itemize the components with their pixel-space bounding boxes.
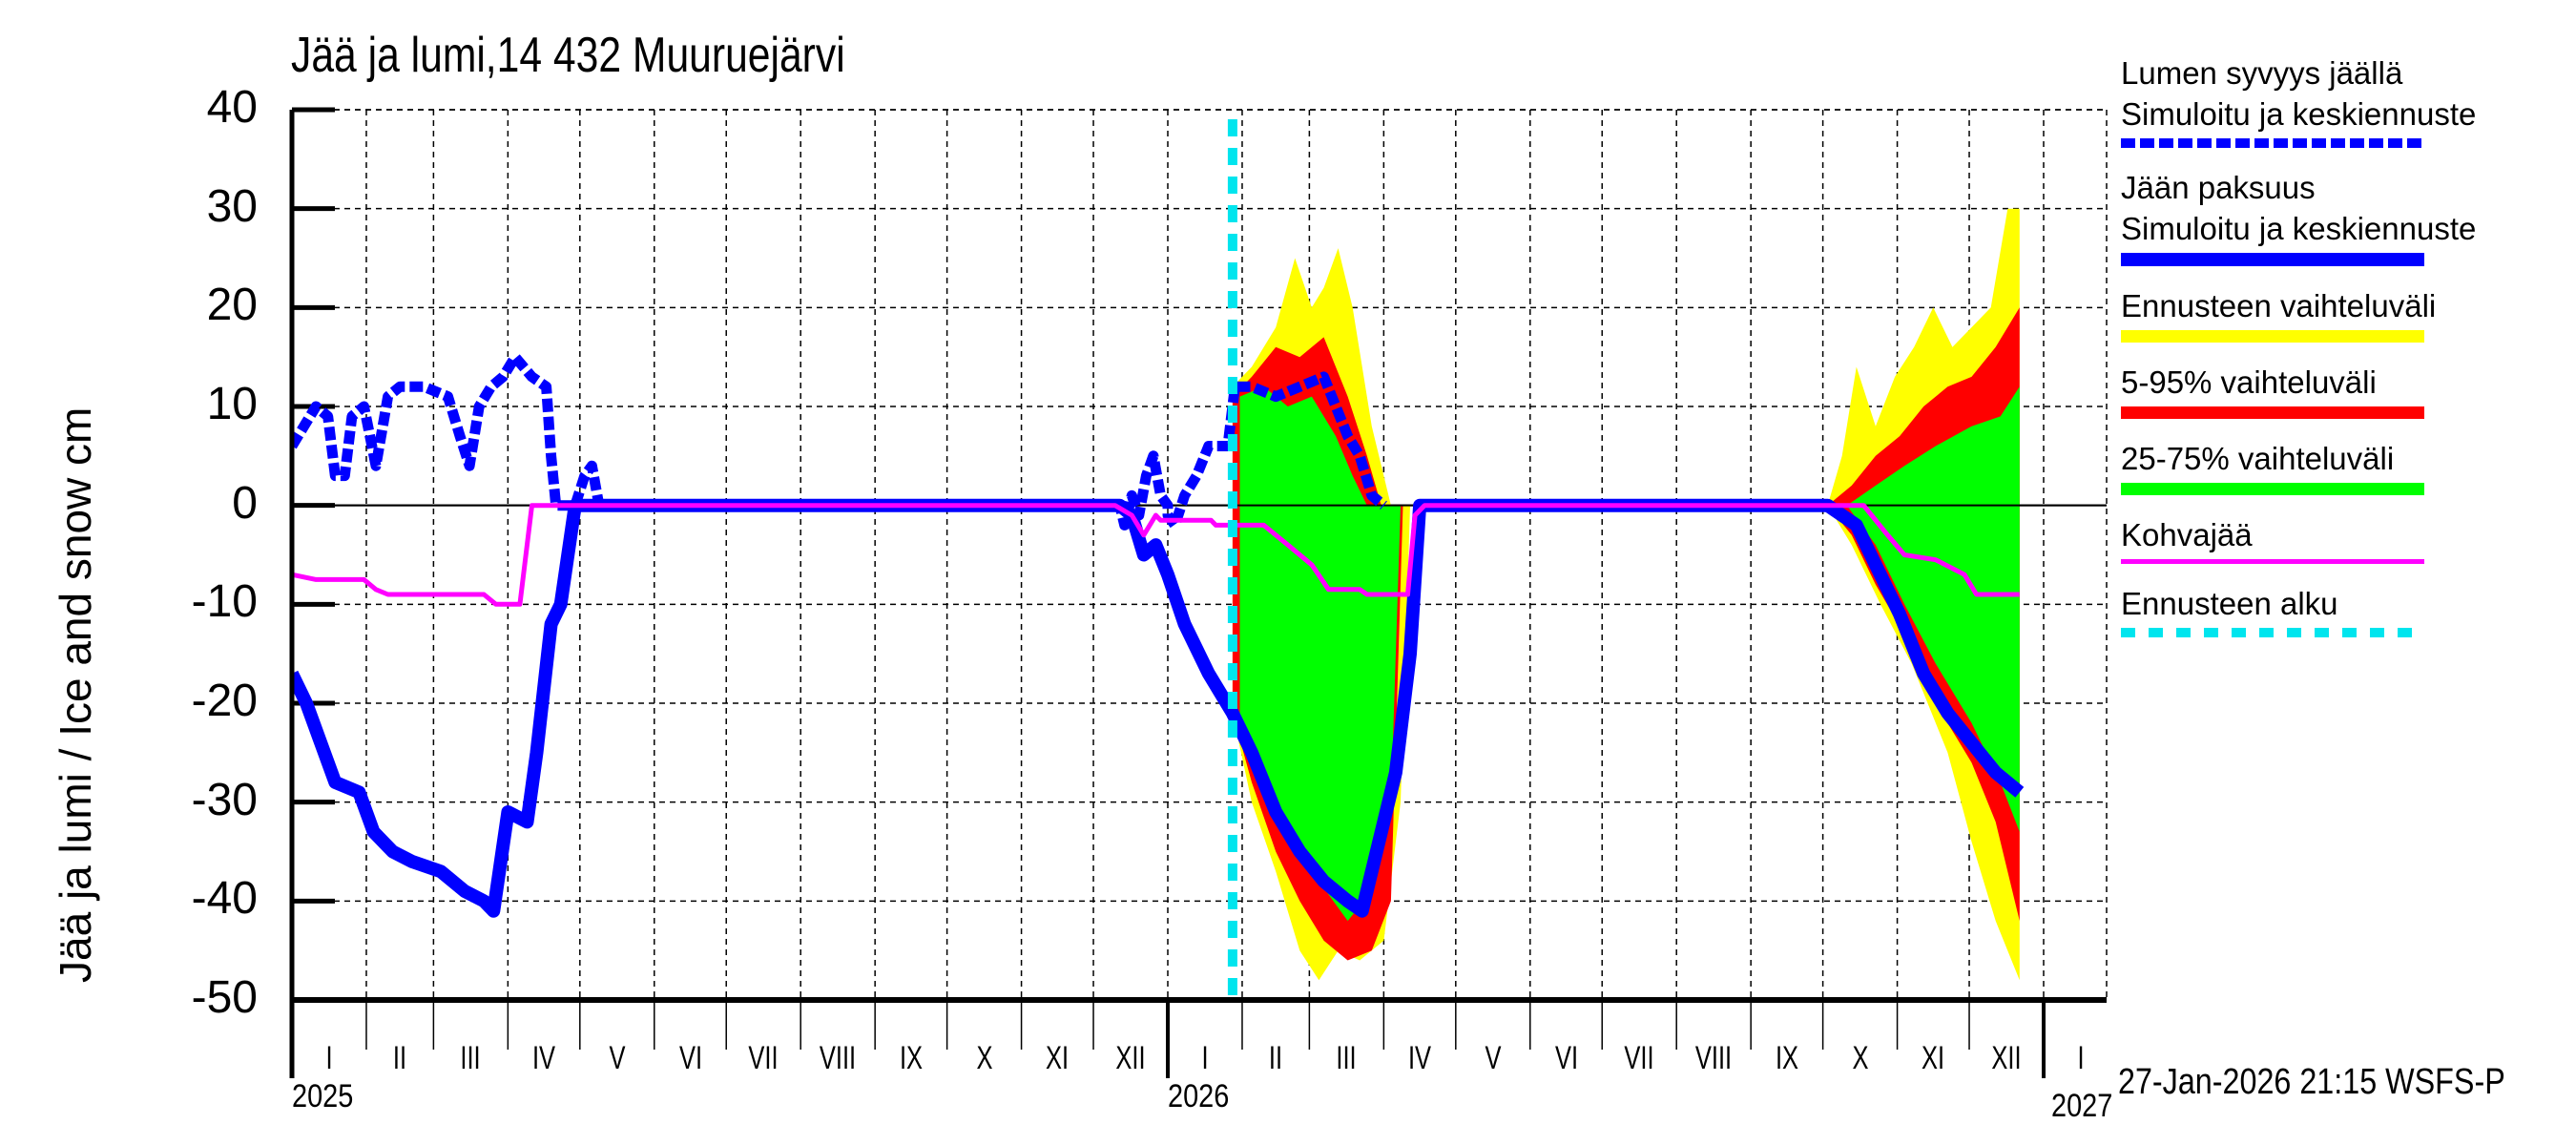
month-label: II <box>1269 1040 1283 1076</box>
y-tick-label: 40 <box>206 82 258 133</box>
legend-item: 5-95% vaihteluväli <box>2121 362 2522 419</box>
legend-label: Ennusteen alku <box>2121 586 2338 621</box>
year-label: 2027 <box>2051 1088 2113 1124</box>
legend-item: Lumen syvyys jäällä Simuloitu ja keskienn… <box>2121 52 2522 148</box>
legend-label: Kohvajää <box>2121 517 2253 552</box>
legend-swatch <box>2121 483 2424 495</box>
legend-swatch <box>2121 138 2424 148</box>
legend-label: Ennusteen vaihteluväli <box>2121 288 2437 323</box>
legend-label: Simuloitu ja keskiennuste <box>2121 96 2477 132</box>
month-label: VIII <box>1695 1040 1733 1076</box>
legend-item: Kohvajää <box>2121 514 2522 564</box>
month-label: V <box>1485 1040 1502 1076</box>
month-label: XII <box>1991 1040 2022 1076</box>
chart-title: Jää ja lumi,14 432 Muuruejärvi <box>291 28 845 83</box>
y-tick-label: 20 <box>206 280 258 331</box>
month-label: VI <box>1554 1040 1578 1076</box>
series-kohvajaa <box>292 503 2020 607</box>
month-label: I <box>325 1040 333 1076</box>
y-axis-label: Jää ja lumi / Ice and snow cm <box>51 406 100 983</box>
month-label: III <box>1336 1040 1357 1076</box>
legend-swatch <box>2121 559 2424 564</box>
series-snow-depth <box>292 351 1387 531</box>
month-label: VII <box>1624 1040 1654 1076</box>
month-label: XI <box>1922 1040 1945 1076</box>
legend-label: 25-75% vaihteluväli <box>2121 441 2395 476</box>
legend-label: Jään paksuus <box>2121 170 2316 205</box>
series-ice-thickness <box>292 498 2025 918</box>
month-label: X <box>976 1040 993 1076</box>
y-tick-label: -50 <box>191 972 258 1023</box>
legend-swatch <box>2121 330 2424 343</box>
y-tick-label: 0 <box>232 477 258 529</box>
legend-label: Simuloitu ja keskiennuste <box>2121 211 2477 246</box>
month-label: XI <box>1046 1040 1070 1076</box>
band-00ff00 <box>1239 386 2020 506</box>
month-label: III <box>460 1040 481 1076</box>
month-label: VIII <box>820 1040 857 1076</box>
y-tick-label: -30 <box>191 774 258 825</box>
month-label: VII <box>748 1040 779 1076</box>
band-00ff00 <box>1239 505 2020 922</box>
legend-label: Lumen syvyys jäällä <box>2121 55 2403 91</box>
month-label: I <box>1201 1040 1209 1076</box>
legend-item: Jään paksuus Simuloitu ja keskiennuste <box>2121 167 2522 266</box>
legend-item: Ennusteen alku <box>2121 583 2522 637</box>
month-label: IX <box>899 1040 923 1076</box>
y-tick-label: -20 <box>191 676 258 726</box>
legend-item: 25-75% vaihteluväli <box>2121 438 2522 495</box>
month-label: XII <box>1115 1040 1146 1076</box>
month-label: II <box>393 1040 407 1076</box>
y-tick-label: -10 <box>191 576 258 628</box>
month-label: IX <box>1775 1040 1798 1076</box>
legend: Lumen syvyys jäällä Simuloitu ja keskienn… <box>2121 52 2522 656</box>
y-tick-label: -40 <box>191 873 258 925</box>
month-label: IV <box>532 1040 556 1076</box>
legend-swatch <box>2121 406 2424 419</box>
month-label: X <box>1852 1040 1869 1076</box>
legend-label: 5-95% vaihteluväli <box>2121 364 2377 400</box>
plot-area <box>292 208 2107 981</box>
year-label: 2025 <box>292 1078 354 1114</box>
legend-swatch <box>2121 253 2424 266</box>
legend-swatch <box>2121 628 2424 637</box>
y-tick-label: 30 <box>206 180 258 232</box>
month-label: VI <box>678 1040 702 1076</box>
legend-item: Ennusteen vaihteluväli <box>2121 285 2522 343</box>
month-label: V <box>609 1040 626 1076</box>
y-tick-label: 10 <box>206 379 258 429</box>
month-label: IV <box>1408 1040 1432 1076</box>
timestamp-label: 27-Jan-2026 21:15 WSFS-P <box>2118 1062 2505 1102</box>
year-label: 2026 <box>1168 1078 1230 1114</box>
month-label: I <box>2077 1040 2085 1076</box>
